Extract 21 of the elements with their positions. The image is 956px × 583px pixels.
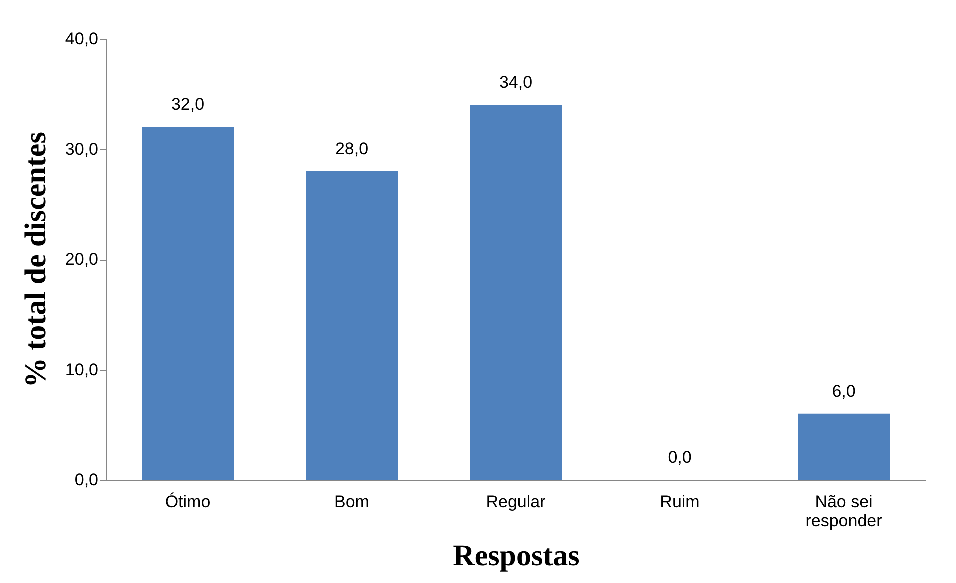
x-tick-label: Regular [486, 492, 546, 512]
x-axis-title: Respostas [453, 540, 580, 572]
bar [142, 127, 234, 480]
data-label: 28,0 [335, 139, 369, 158]
data-label: 34,0 [499, 73, 533, 92]
y-tick-label: 40,0 [65, 30, 98, 48]
y-tick-label: 10,0 [65, 360, 98, 380]
y-tick-label: 30,0 [65, 140, 98, 159]
y-axis-title: % total de discentes [19, 132, 52, 388]
y-tick-label: 0,0 [74, 470, 98, 490]
bar [798, 414, 890, 480]
y-tick-label: 20,0 [65, 250, 98, 269]
x-tick-label: Ruim [660, 492, 700, 512]
x-tick-label: Bom [334, 492, 370, 512]
bar [470, 105, 562, 480]
x-tick-label: Não sei responder [806, 492, 883, 530]
data-label: 32,0 [171, 95, 205, 114]
x-tick-label: Ótimo [165, 492, 211, 512]
data-label: 6,0 [832, 382, 856, 401]
bar [306, 171, 398, 480]
data-label: 0,0 [668, 448, 692, 467]
